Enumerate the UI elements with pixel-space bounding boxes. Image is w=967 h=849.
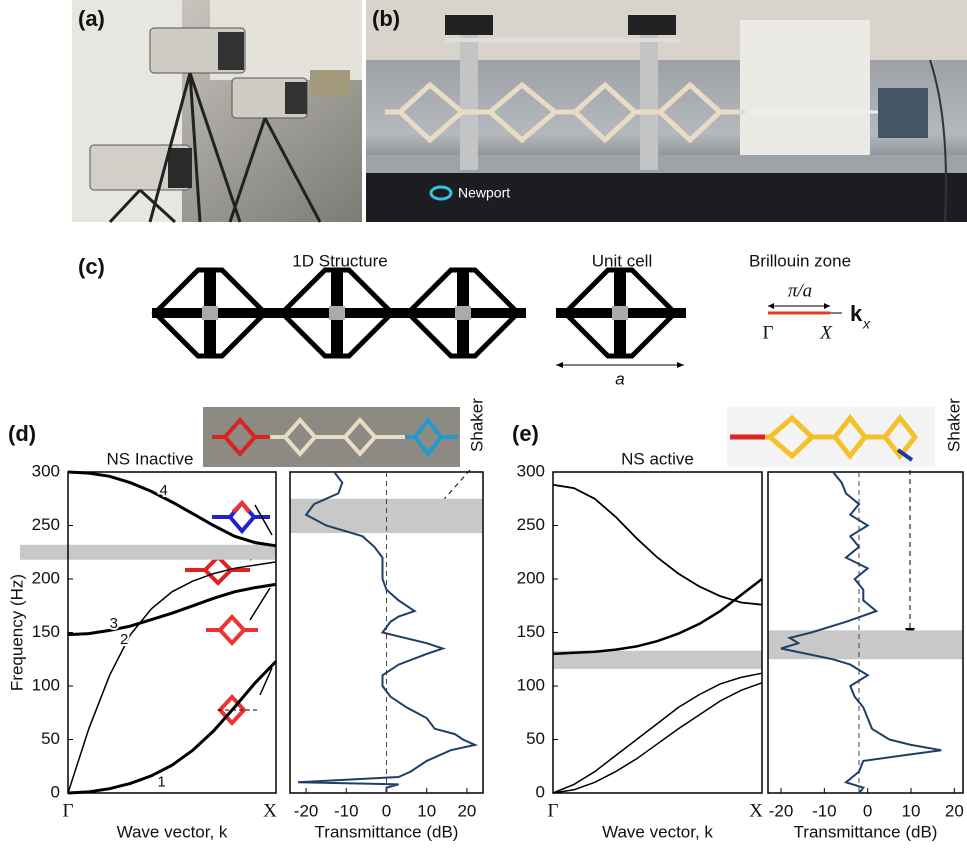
lattice-arrow	[556, 362, 684, 368]
x-axis-label: Wave vector, k	[602, 822, 713, 841]
dispersion-branch	[553, 673, 762, 793]
lattice-constant: a	[615, 369, 624, 388]
plot-frame	[553, 472, 762, 793]
band-gap	[768, 630, 963, 659]
page: {"panels": {"a": "(a)", "b": "(b)", "c":…	[0, 0, 967, 849]
dispersion-branch	[553, 683, 762, 793]
dispersion-branch	[553, 485, 762, 605]
x-tick-label: -10	[812, 801, 837, 820]
x-tick-label: -20	[769, 801, 794, 820]
photo-b: Newport	[366, 0, 967, 222]
x-tick-label: 20	[457, 801, 476, 820]
y-tick-label: 250	[517, 515, 545, 534]
annotation: Shaker	[944, 398, 963, 452]
annotation: Shaker	[467, 398, 486, 452]
y-tick-label: 50	[41, 729, 60, 748]
arrow-head	[426, 509, 915, 638]
x-tick-label: 10	[902, 801, 921, 820]
brillouin-title: Brillouin zone	[749, 251, 851, 270]
mode-icons	[185, 503, 272, 723]
y-tick-label: 300	[517, 461, 545, 480]
x-tick-label: Γ	[63, 800, 74, 821]
wavevector-sub: x	[862, 316, 871, 332]
x-point-label: X	[819, 322, 833, 343]
dispersion-branch	[68, 661, 276, 793]
x-tick-label: X	[263, 800, 277, 821]
y-tick-label: 150	[517, 622, 545, 641]
y-tick-label: 50	[526, 729, 545, 748]
panel-label: (b)	[372, 6, 400, 31]
dispersion-branch	[68, 562, 276, 793]
brillouin-zone	[768, 303, 842, 313]
x-tick-label: 0	[863, 801, 872, 820]
photo-a	[72, 0, 362, 222]
panel-label: (a)	[78, 6, 105, 31]
panel-label: (c)	[78, 254, 105, 279]
x-axis-label: Transmittance (dB)	[794, 822, 938, 841]
gamma-label: Γ	[763, 322, 774, 343]
x-tick-label: Γ	[548, 800, 559, 821]
resonator-mass	[329, 306, 345, 320]
branch-label: 2	[120, 631, 128, 648]
branch-label: 4	[160, 482, 168, 499]
band-gap	[20, 545, 276, 560]
plot-title: NS active	[621, 449, 694, 468]
x-tick-label: X	[749, 800, 763, 821]
y-tick-label: 300	[32, 461, 60, 480]
resonator-mass	[202, 306, 218, 320]
shaker-arrows	[430, 470, 910, 630]
wavevector: k	[850, 301, 863, 326]
y-tick-label: 0	[51, 782, 60, 801]
x-tick-label: 0	[382, 801, 391, 820]
y-tick-label: 200	[32, 568, 60, 587]
figure: Newport (a) (b) (c) 1D Structure Unit ce…	[0, 0, 967, 849]
x-tick-label: -10	[334, 801, 359, 820]
y-tick-label: 0	[536, 782, 545, 801]
inset-sim-e	[727, 407, 935, 467]
x-axis-label: Transmittance (dB)	[315, 822, 459, 841]
panel-label: (e)	[512, 421, 539, 446]
y-tick-label: 250	[32, 515, 60, 534]
y-tick-label: 150	[32, 622, 60, 641]
x-tick-label: 10	[417, 801, 436, 820]
plot-title: NS Inactive	[107, 449, 194, 468]
branch-label: 3	[110, 615, 118, 632]
brand-label: Newport	[458, 185, 510, 201]
panel-label: (d)	[8, 421, 36, 446]
y-tick-label: 200	[517, 568, 545, 587]
resonator-mass	[612, 306, 628, 320]
resonator-mass	[455, 306, 471, 320]
x-axis-label: Wave vector, k	[117, 822, 228, 841]
branch-label: 1	[157, 773, 165, 790]
inset-photo-d	[203, 407, 460, 467]
y-tick-label: 100	[517, 675, 545, 694]
dispersion-branch	[553, 579, 762, 654]
structure-diagram	[152, 270, 686, 356]
y-tick-label: 100	[32, 675, 60, 694]
x-tick-label: 20	[945, 801, 964, 820]
y-axis-label: Frequency (Hz)	[7, 574, 26, 691]
x-tick-label: -20	[294, 801, 319, 820]
zone-width: π/a	[788, 280, 812, 301]
